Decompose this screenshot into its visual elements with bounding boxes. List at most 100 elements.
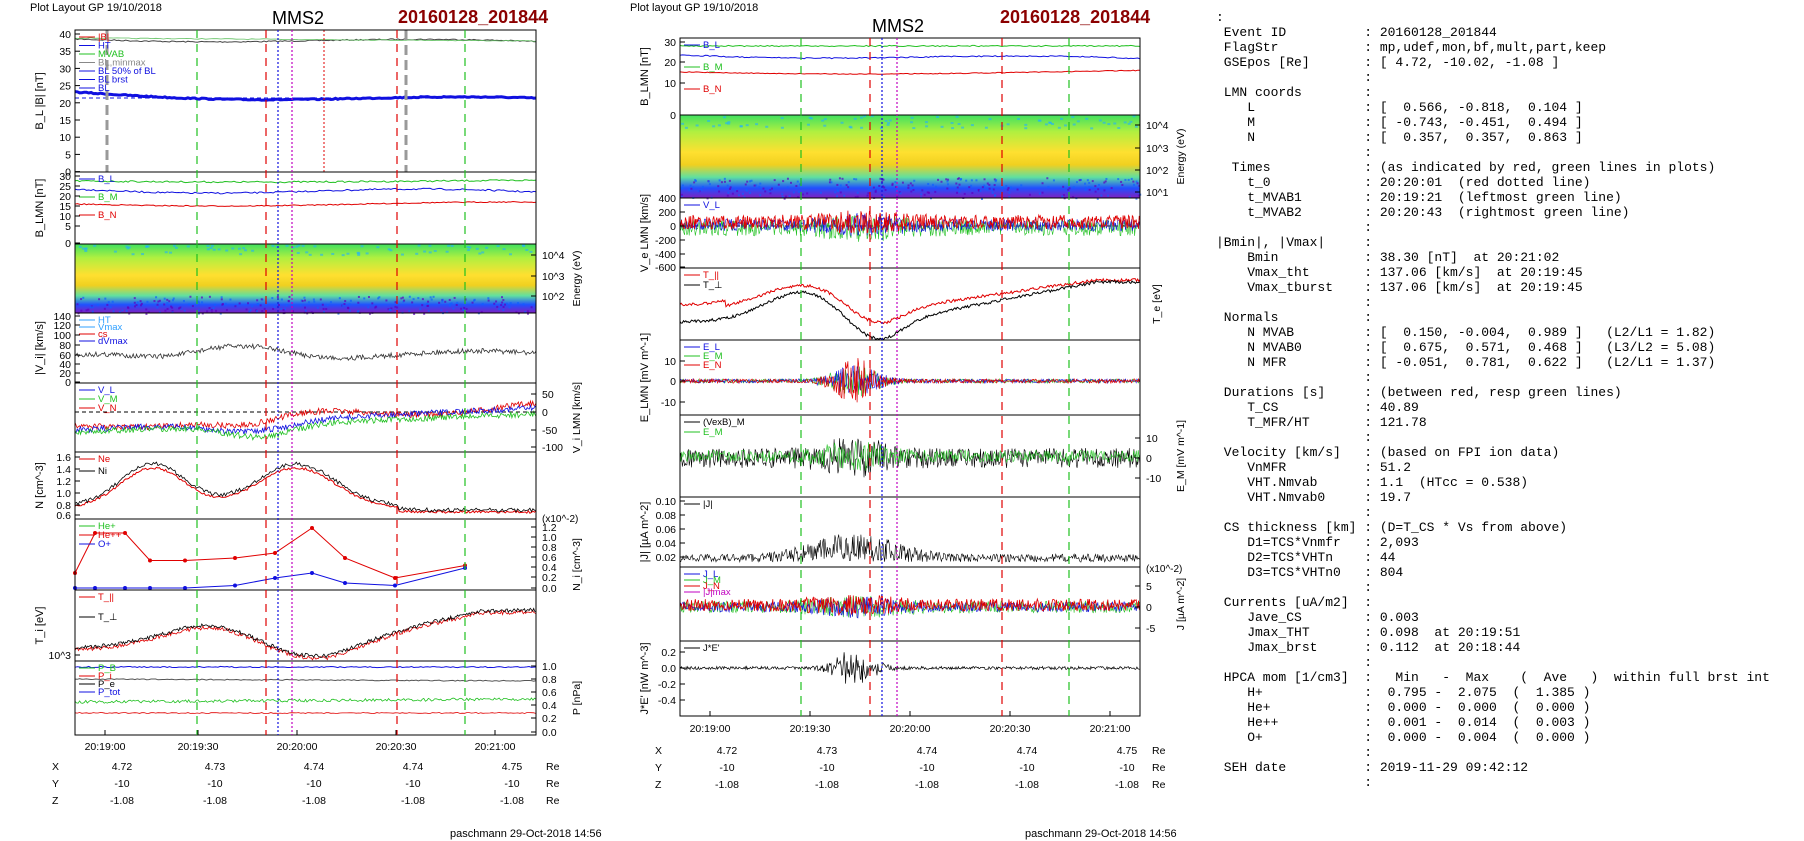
tick-label: 0.04 [656, 538, 677, 550]
spectrogram-speckle [135, 304, 138, 307]
spectrogram-speckle [692, 186, 695, 189]
spectrogram-speckle [879, 127, 883, 130]
spectrogram-speckle [884, 189, 887, 192]
tick-label: 1.0 [542, 661, 557, 673]
pos-row-value: -10 [819, 762, 834, 774]
tick-label: 0.6 [56, 510, 71, 522]
data-point-He+ [343, 556, 347, 560]
legend-entry: Ne [98, 454, 110, 465]
tick-label: 15 [59, 115, 71, 127]
series-line [74, 399, 537, 431]
spectrogram-speckle [390, 307, 393, 310]
spectrogram-speckle [1087, 186, 1090, 189]
spectrogram-speckle [1105, 177, 1108, 180]
spectrogram-speckle [946, 183, 949, 186]
spectrogram-speckle [927, 182, 930, 185]
spectrogram-speckle [920, 193, 923, 196]
spectrogram-speckle [956, 177, 959, 180]
series-line [74, 466, 537, 514]
spectrogram-speckle [465, 307, 468, 310]
spectrogram-speckle [1041, 191, 1044, 194]
spectrogram-speckle [377, 297, 380, 300]
spectrogram-speckle [782, 180, 785, 183]
series-line-He+ [74, 527, 466, 579]
legend-entry: He+ [98, 521, 116, 532]
spectrogram-speckle [133, 305, 136, 308]
legend-entry: Ni [98, 466, 107, 477]
spectrogram-speckle [389, 309, 392, 312]
spectrogram-speckle [365, 252, 369, 255]
spectrogram-speckle [840, 121, 844, 124]
series-line [679, 652, 1141, 684]
spectrogram-speckle [768, 190, 771, 193]
spectrogram-speckle [121, 309, 124, 312]
summary-line: Vmax_tht : 137.06 [km/s] at 20:19:45 [1216, 265, 1583, 280]
spectrogram-speckle [697, 190, 700, 193]
spectrogram-speckle [994, 180, 997, 183]
tick-label: 0.10 [656, 496, 677, 508]
spectrogram-speckle [788, 194, 791, 197]
tick-label: 0.2 [542, 713, 557, 725]
axis-label: B_LMN [nT] [639, 47, 651, 106]
spectrogram-speckle [860, 126, 864, 129]
mid-event-title: 20160128_201844 [1000, 7, 1151, 27]
spectrogram-speckle [1094, 185, 1097, 188]
spectrogram-speckle [1084, 182, 1087, 185]
tick-label: 1.0 [542, 532, 557, 544]
legend-entry: |J| [703, 499, 713, 510]
panel-frame [679, 339, 1141, 416]
tick-label: 40 [59, 359, 71, 371]
spectrogram-speckle [287, 300, 290, 303]
pos-row-value: 4.74 [917, 745, 938, 757]
summary-line: VHT.Nmvab0 : 19.7 [1216, 490, 1412, 505]
pos-row-value: -10 [207, 778, 222, 790]
spectrogram-speckle [1103, 189, 1106, 192]
spectrogram-speckle [247, 302, 250, 305]
spectrogram-speckle [912, 188, 915, 191]
spectrogram-speckle [896, 195, 899, 198]
spectrogram-speckle [163, 303, 166, 306]
spectrogram-speckle [882, 195, 885, 198]
spectrogram-speckle [759, 194, 762, 197]
spectrogram-speckle [797, 196, 800, 199]
series-line [679, 441, 1141, 471]
spectrogram-speckle [700, 188, 703, 191]
tick-label: 80 [59, 340, 71, 352]
spectrogram-speckle [712, 125, 716, 128]
legend-entry: T_⊥ [98, 612, 117, 623]
spectrogram-speckle [301, 244, 305, 247]
spectrogram-speckle [367, 306, 370, 309]
spectrogram-speckle [481, 251, 485, 254]
pos-row-value: -10 [919, 762, 934, 774]
spectrogram-speckle [498, 308, 501, 311]
spectrogram-speckle [209, 247, 213, 250]
spectrogram-speckle [145, 312, 148, 315]
spectrogram-speckle [525, 248, 529, 251]
spectrogram-speckle [480, 310, 483, 313]
spectrogram-speckle [78, 245, 82, 248]
spectrogram-speckle [931, 183, 934, 186]
spectrogram-speckle [886, 122, 890, 125]
legend-entry: cs [98, 329, 108, 340]
spectrogram-speckle [91, 306, 94, 309]
spectrogram-speckle [830, 181, 833, 184]
summary-line: Durations [s] : (between red, resp green… [1216, 385, 1622, 400]
spectrogram-speckle [446, 311, 449, 314]
spectrogram-speckle [428, 244, 432, 247]
spectrogram-speckle [872, 186, 875, 189]
spectrogram-speckle [1117, 178, 1120, 181]
spectrogram-speckle [481, 302, 484, 305]
spectrogram-speckle [986, 182, 989, 185]
summary-line: GSEpos [Re] : [ 4.72, -10.02, -1.08 ] [1216, 55, 1560, 70]
spectrogram-speckle [493, 302, 496, 305]
spectrogram-speckle [1006, 188, 1009, 191]
summary-line: T_CS : 40.89 [1216, 400, 1419, 415]
spectrogram-speckle [940, 125, 944, 128]
spectrogram-speckle [680, 193, 683, 196]
spectrogram-speckle [681, 122, 685, 125]
legend-entry: B_N [98, 210, 117, 221]
spectrogram-speckle [356, 310, 359, 313]
legend-entry: BL 50% of BL [98, 66, 156, 77]
